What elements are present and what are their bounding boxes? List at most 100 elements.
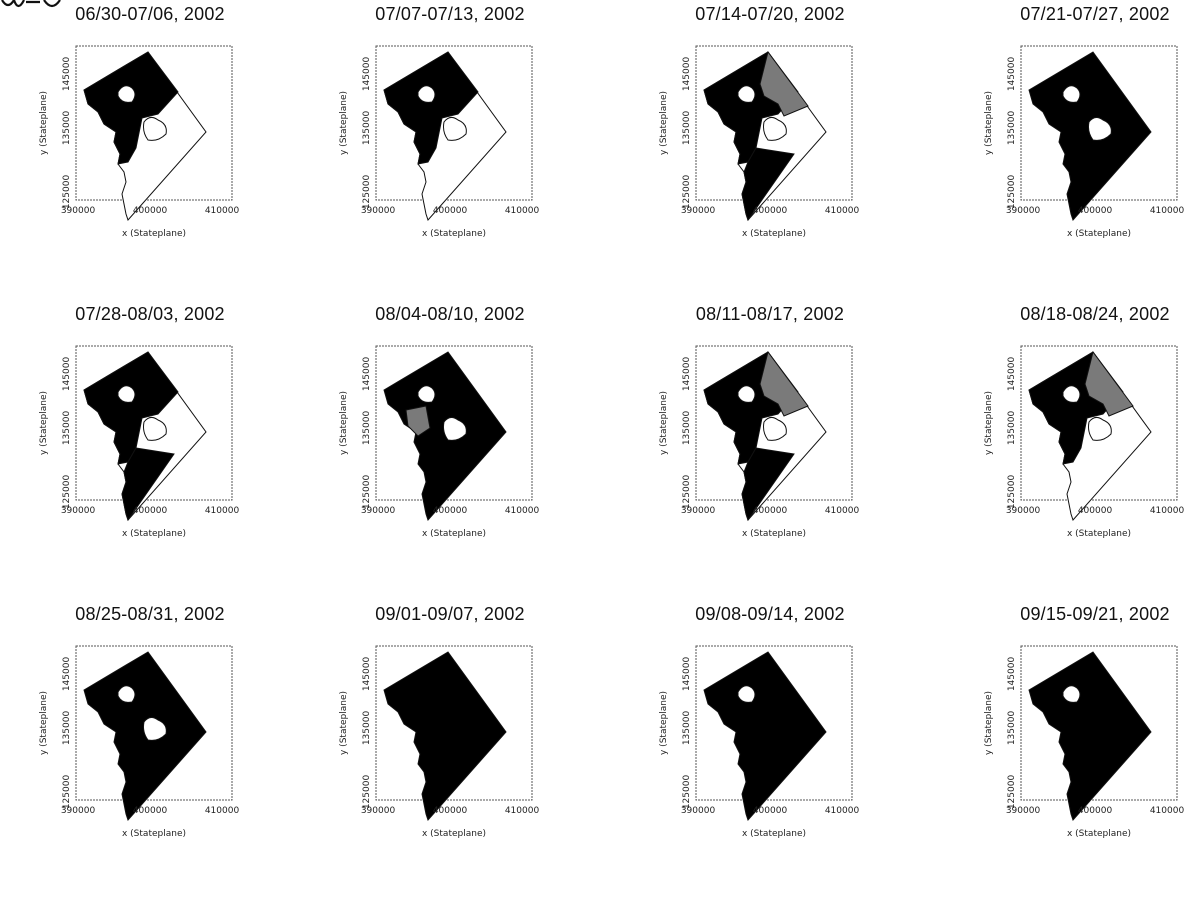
x-tick-label: 410000 — [825, 506, 860, 516]
y-tick-label: 135000 — [62, 411, 72, 446]
map-panel: 08/11-08/17, 2002 390000 400000 410000 12500… — [620, 300, 920, 600]
map-plot: 390000 400000 410000 125000 135000 145000 x (S… — [339, 645, 539, 839]
x-tick-label: 400000 — [433, 506, 468, 516]
y-tick-label: 125000 — [62, 175, 72, 210]
uninfected-area — [417, 385, 436, 403]
x-tick-label: 410000 — [1150, 206, 1185, 216]
uninfected-area — [143, 716, 167, 741]
x-axis-label: x (Stateplane) — [122, 829, 186, 839]
y-axis-label: y (Stateplane) — [39, 691, 49, 755]
x-tick-label: 410000 — [205, 506, 240, 516]
map-plot: 390000 400000 410000 125000 135000 145000 x (S… — [659, 45, 860, 239]
x-tick-label: 390000 — [1006, 206, 1041, 216]
x-axis-label: x (Stateplane) — [742, 229, 806, 239]
infected-area — [741, 147, 795, 222]
hatched-area — [1084, 350, 1134, 417]
uninfected-area — [737, 685, 756, 703]
y-tick-label: 135000 — [362, 711, 372, 746]
map-plot: 390000 400000 410000 125000 135000 145000 x (S… — [39, 645, 240, 839]
x-axis-label: x (Stateplane) — [1067, 229, 1131, 239]
x-tick-label: 400000 — [753, 206, 788, 216]
map-plot: 390000 400000 410000 125000 135000 145000 x (S… — [39, 345, 240, 539]
panel-title: 08/18-08/24, 2002 — [1020, 304, 1170, 324]
x-tick-label: 410000 — [1150, 506, 1185, 516]
x-tick-label: 390000 — [61, 506, 96, 516]
uninfected-area — [143, 416, 167, 441]
map-plot: 390000 400000 410000 125000 135000 145000 x (S… — [984, 45, 1185, 239]
y-tick-label: 145000 — [62, 57, 72, 92]
x-tick-label: 400000 — [1078, 506, 1113, 516]
uninfected-area — [117, 85, 136, 103]
map-plot: 390000 400000 410000 125000 135000 145000 x (S… — [659, 645, 860, 839]
x-tick-label: 400000 — [433, 806, 468, 816]
y-axis-label: y (Stateplane) — [659, 691, 669, 755]
panel-title: 07/14-07/20, 2002 — [695, 4, 845, 24]
x-tick-label: 400000 — [1078, 206, 1113, 216]
map-panel: 09/01-09/07, 2002 390000 400000 410000 12500… — [300, 600, 600, 900]
uninfected-area — [443, 116, 467, 141]
y-axis-label: y (Stateplane) — [984, 691, 994, 755]
x-tick-label: 410000 — [505, 506, 540, 516]
x-axis-label: x (Stateplane) — [122, 229, 186, 239]
infected-area — [1028, 51, 1152, 221]
map-panel: 07/14-07/20, 2002 390000 400000 410000 12500… — [620, 0, 920, 300]
x-tick-label: 390000 — [61, 206, 96, 216]
uninfected-area — [763, 116, 787, 141]
infected-area — [383, 351, 507, 521]
hatched-area — [759, 50, 809, 117]
x-tick-label: 400000 — [1078, 806, 1113, 816]
infected-area — [83, 51, 179, 165]
y-tick-label: 125000 — [682, 475, 692, 510]
map-panel: 08/25-08/31, 2002 390000 400000 410000 12500… — [0, 600, 300, 900]
uninfected-area — [737, 385, 756, 403]
panel-title: 08/25-08/31, 2002 — [75, 604, 225, 624]
map-plot: 390000 400000 410000 125000 135000 145000 x (S… — [984, 645, 1185, 839]
y-tick-label: 125000 — [362, 475, 372, 510]
y-tick-label: 125000 — [1007, 475, 1017, 510]
x-axis-label: x (Stateplane) — [122, 529, 186, 539]
x-tick-label: 390000 — [1006, 506, 1041, 516]
map-panel: 08/04-08/10, 2002 390000 400000 410000 12500… — [300, 300, 600, 600]
x-axis-label: x (Stateplane) — [422, 529, 486, 539]
x-tick-label: 400000 — [133, 806, 168, 816]
y-tick-label: 125000 — [62, 775, 72, 810]
uninfected-area — [117, 385, 136, 403]
uninfected-area — [737, 85, 756, 103]
map-panel: 08/18-08/24, 2002 390000 400000 410000 12500… — [945, 300, 1203, 600]
y-tick-label: 135000 — [1007, 711, 1017, 746]
x-axis-label: x (Stateplane) — [742, 529, 806, 539]
y-tick-label: 145000 — [682, 57, 692, 92]
panel-title: 06/30-07/06, 2002 — [75, 4, 225, 24]
y-tick-label: 125000 — [1007, 775, 1017, 810]
x-tick-label: 410000 — [205, 806, 240, 816]
infected-area — [741, 447, 795, 522]
y-axis-label: y (Stateplane) — [39, 391, 49, 455]
y-tick-label: 145000 — [1007, 357, 1017, 392]
y-tick-label: 145000 — [62, 357, 72, 392]
uninfected-area — [1062, 685, 1081, 703]
infected-area — [83, 651, 207, 821]
x-tick-label: 390000 — [1006, 806, 1041, 816]
x-axis-label: x (Stateplane) — [742, 829, 806, 839]
panel-title: 07/21-07/27, 2002 — [1020, 4, 1170, 24]
infected-area — [1028, 651, 1152, 821]
y-tick-label: 125000 — [362, 775, 372, 810]
x-axis-label: x (Stateplane) — [1067, 529, 1131, 539]
y-tick-label: 145000 — [1007, 57, 1017, 92]
panel-title: 08/11-08/17, 2002 — [695, 304, 845, 324]
x-tick-label: 410000 — [1150, 806, 1185, 816]
y-axis-label: y (Stateplane) — [984, 91, 994, 155]
x-tick-label: 390000 — [361, 806, 396, 816]
y-tick-label: 145000 — [1007, 657, 1017, 692]
y-tick-label: 145000 — [362, 657, 372, 692]
x-tick-label: 400000 — [433, 206, 468, 216]
map-panel: 06/30-07/06, 2002 390000 400000 410000 12500… — [0, 0, 300, 300]
x-axis-label: x (Stateplane) — [422, 829, 486, 839]
x-axis-label: x (Stateplane) — [422, 229, 486, 239]
x-tick-label: 400000 — [133, 206, 168, 216]
x-tick-label: 410000 — [825, 806, 860, 816]
x-tick-label: 410000 — [825, 206, 860, 216]
map-plot: 390000 400000 410000 125000 135000 145000 x (S… — [339, 345, 540, 539]
map-panel: 07/28-08/03, 2002 390000 400000 410000 12500… — [0, 300, 300, 600]
